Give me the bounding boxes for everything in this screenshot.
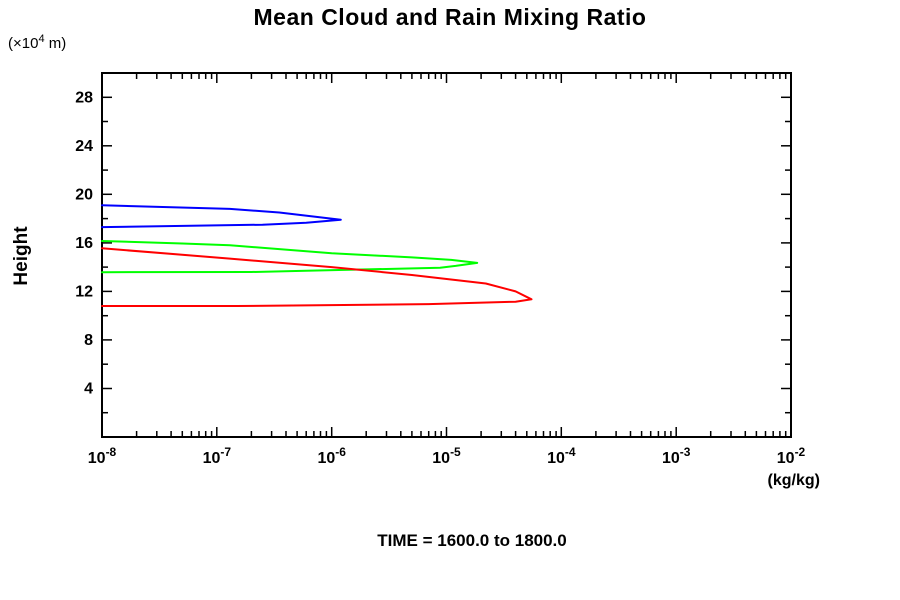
x-tick-label: 10-6 <box>317 445 346 467</box>
x-axis-unit-label: (kg/kg) <box>767 472 820 489</box>
plot-frame <box>101 72 792 438</box>
y-tick-label: 12 <box>75 283 93 300</box>
chart-title: Mean Cloud and Rain Mixing Ratio <box>253 4 647 30</box>
x-tick-label: 10-7 <box>203 445 232 467</box>
y-tick-label: 8 <box>84 332 93 349</box>
y-unit-prefix: (×10 <box>8 35 39 52</box>
y-tick-label: 24 <box>75 138 93 155</box>
series-blue-profile <box>101 204 342 229</box>
y-axis-unit-label: (×104 m) <box>8 33 66 52</box>
y-unit-exponent: 4 <box>38 33 45 45</box>
y-tick-label: 16 <box>75 235 93 252</box>
series-green-profile <box>101 240 479 274</box>
x-tick-label: 10-3 <box>662 445 691 467</box>
y-tick-label: 28 <box>75 89 93 106</box>
series-red-profile <box>101 247 533 307</box>
y-unit-suffix: m) <box>44 35 67 52</box>
x-tick-label: 10-5 <box>432 445 461 467</box>
x-tick-label: 10-4 <box>547 445 576 467</box>
y-tick-label: 20 <box>75 186 93 203</box>
x-tick-label: 10-2 <box>777 445 806 467</box>
x-tick-label: 10-8 <box>88 445 117 467</box>
time-caption: TIME = 1600.0 to 1800.0 <box>377 531 567 550</box>
y-tick-label: 4 <box>84 381 93 398</box>
